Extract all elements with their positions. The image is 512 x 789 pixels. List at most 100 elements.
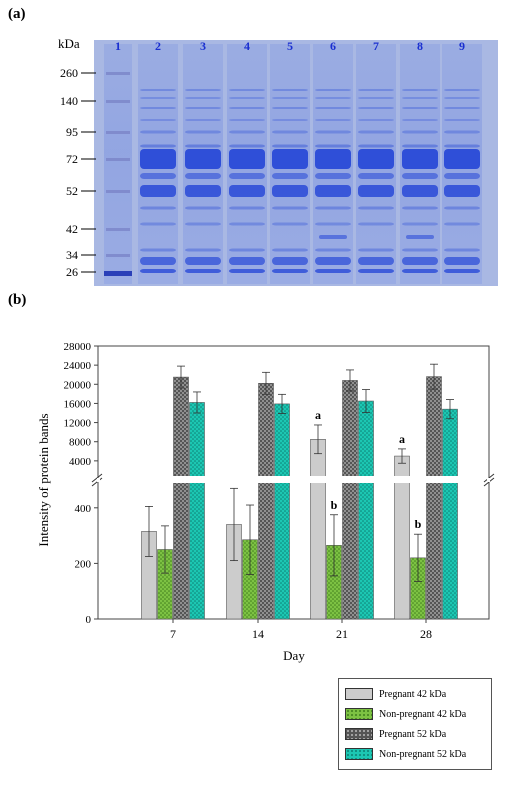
- protein-band: [358, 248, 394, 252]
- protein-band: [402, 173, 438, 179]
- protein-band: [402, 89, 438, 91]
- protein-band: [402, 248, 438, 252]
- bar-chart: a a b b 0 200 400 4000 8000 12000 16000 20000 24000…: [36, 341, 495, 663]
- x-tick-label: 21: [336, 627, 348, 641]
- protein-band: [444, 97, 480, 99]
- bar-pregnant-52kda: [258, 383, 274, 620]
- y-tick-label: 0: [86, 614, 92, 626]
- protein-band: [140, 257, 176, 265]
- protein-band: [140, 222, 176, 226]
- y-tick-label: 20000: [64, 379, 92, 391]
- gel-lane-number: 1: [115, 39, 121, 53]
- protein-band: [358, 222, 394, 226]
- protein-band: [444, 248, 480, 252]
- protein-band: [402, 185, 438, 197]
- gel-lane-number: 5: [287, 39, 293, 53]
- legend-item: Non-pregnant 52 kDa: [345, 747, 466, 761]
- gel-lane: [104, 44, 132, 284]
- protein-band: [358, 257, 394, 265]
- protein-band: [444, 130, 480, 134]
- protein-band: [444, 144, 480, 148]
- protein-band: [185, 144, 221, 148]
- protein-band: [272, 119, 308, 121]
- protein-band: [444, 206, 480, 210]
- protein-band: [185, 173, 221, 179]
- protein-band: [444, 119, 480, 121]
- marker-band: [106, 254, 130, 257]
- legend-swatch: [345, 748, 373, 760]
- bar-non-pregnant-52kda: [189, 402, 205, 620]
- protein-band: [185, 185, 221, 197]
- marker-band: [106, 190, 130, 193]
- protein-band: [444, 269, 480, 273]
- protein-band: [358, 185, 394, 197]
- protein-band: [229, 185, 265, 197]
- protein-band: [358, 144, 394, 148]
- protein-band: [185, 107, 221, 109]
- panel-b-label: (b): [8, 292, 27, 308]
- protein-band: [272, 269, 308, 273]
- axis-break-cover-right: [487, 478, 490, 482]
- legend: Pregnant 42 kDa Non-pregnant 42 kDa Pregna…: [338, 678, 492, 770]
- protein-band: [358, 107, 394, 109]
- protein-band: [315, 257, 351, 265]
- marker-size-label: 42: [66, 222, 78, 236]
- significance-label: a: [399, 432, 405, 446]
- protein-band: [315, 173, 351, 179]
- y-tick-label: 8000: [69, 437, 92, 449]
- protein-band: [185, 269, 221, 273]
- y-tick-label: 16000: [64, 398, 92, 410]
- protein-band: [140, 173, 176, 179]
- protein-band: [229, 119, 265, 121]
- protein-band: [402, 97, 438, 99]
- gel-lane-number: 9: [459, 39, 465, 53]
- bar-non-pregnant-52kda: [274, 403, 290, 620]
- gel-kda-label: kDa: [58, 36, 80, 51]
- protein-band: [272, 130, 308, 134]
- x-tick-label: 28: [420, 627, 432, 641]
- protein-band: [185, 206, 221, 210]
- axis-break-gap: [99, 476, 488, 483]
- y-tick-label: 400: [75, 503, 92, 515]
- protein-band: [402, 222, 438, 226]
- protein-band: [315, 248, 351, 252]
- protein-band: [140, 206, 176, 210]
- protein-band: [185, 130, 221, 134]
- protein-band: [444, 89, 480, 91]
- protein-band: [402, 144, 438, 148]
- marker-size-label: 95: [66, 125, 78, 139]
- protein-band: [315, 89, 351, 91]
- legend-swatch: [345, 688, 373, 700]
- protein-band-42kda: [406, 235, 434, 239]
- protein-band: [140, 119, 176, 121]
- protein-band: [229, 269, 265, 273]
- protein-band: [358, 97, 394, 99]
- panel-a-label: (a): [8, 6, 26, 22]
- protein-band: [402, 269, 438, 273]
- gel-lane-number: 8: [417, 39, 423, 53]
- protein-band: [229, 144, 265, 148]
- protein-band: [140, 269, 176, 273]
- y-tick-label: 4000: [69, 456, 92, 468]
- protein-band: [358, 206, 394, 210]
- protein-band: [229, 89, 265, 91]
- bar-non-pregnant-52kda: [358, 400, 374, 620]
- bar-pregnant-42kda: [310, 439, 326, 620]
- protein-band: [140, 248, 176, 252]
- protein-band: [229, 257, 265, 265]
- protein-band: [358, 130, 394, 134]
- x-tick-label: 14: [252, 627, 264, 641]
- protein-band: [315, 97, 351, 99]
- protein-band: [402, 149, 438, 169]
- protein-band: [229, 173, 265, 179]
- gel-lane-number: 7: [373, 39, 379, 53]
- legend-item: Non-pregnant 42 kDa: [345, 707, 466, 721]
- significance-label: b: [415, 517, 422, 531]
- protein-band: [315, 222, 351, 226]
- legend-item: Pregnant 42 kDa: [345, 687, 446, 701]
- protein-band: [229, 222, 265, 226]
- gel-lane-number: 6: [330, 39, 336, 53]
- marker-band: [106, 228, 130, 231]
- protein-band: [402, 107, 438, 109]
- protein-band: [358, 149, 394, 169]
